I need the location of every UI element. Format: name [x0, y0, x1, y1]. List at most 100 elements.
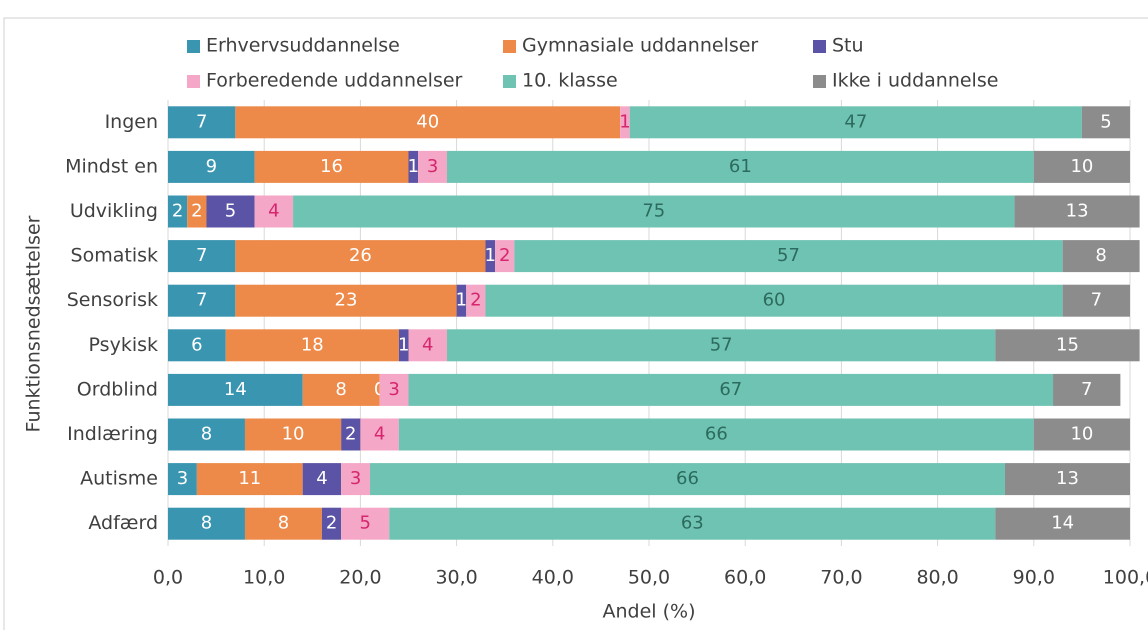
bar-segment — [398, 329, 409, 362]
bar-segment — [995, 329, 1140, 362]
data-label: 13 — [1056, 468, 1079, 489]
x-tick-label: 40,0 — [532, 567, 574, 589]
legend-swatch — [503, 75, 516, 88]
data-label: 75 — [642, 201, 665, 222]
data-label: 23 — [335, 290, 358, 311]
data-label: 1 — [456, 290, 467, 311]
bar-segment — [225, 329, 399, 362]
data-label: 7 — [196, 290, 207, 311]
bar-segment — [235, 106, 621, 139]
bar-segment — [495, 240, 515, 273]
data-label: 2 — [345, 424, 356, 445]
bar-segment — [514, 240, 1063, 273]
bar-segment — [408, 150, 419, 183]
bar-segment — [235, 240, 486, 273]
bar-segment — [168, 329, 226, 362]
data-label: 7 — [196, 245, 207, 266]
data-label: 8 — [335, 379, 346, 400]
y-tick-label: Ordblind — [77, 378, 158, 400]
bar-segment — [168, 150, 255, 183]
bar-segment — [1033, 418, 1130, 451]
bar-segment — [168, 418, 245, 451]
data-label: 8 — [278, 513, 289, 534]
data-label: 8 — [1095, 245, 1106, 266]
data-label: 63 — [681, 513, 704, 534]
legend-label: Gymnasiale uddannelser — [522, 35, 758, 57]
bar-segment — [168, 507, 245, 540]
data-label: 9 — [206, 156, 217, 177]
data-label: 14 — [224, 379, 247, 400]
data-label: 7 — [1081, 379, 1092, 400]
data-label: 7 — [1091, 290, 1102, 311]
bar-segment — [244, 418, 342, 451]
data-label: 66 — [676, 468, 699, 489]
data-label: 7 — [196, 111, 207, 132]
y-tick-label: Somatisk — [71, 245, 158, 267]
x-axis-label: Andel (%) — [603, 601, 696, 623]
bar-segment — [1004, 463, 1130, 496]
data-label: 57 — [777, 245, 800, 266]
x-tick-label: 90,0 — [1013, 567, 1055, 589]
data-label: 11 — [238, 468, 261, 489]
x-tick-label: 50,0 — [628, 567, 670, 589]
bar-segment — [485, 284, 1063, 317]
y-tick-label: Mindst en — [65, 155, 158, 177]
x-tick-label: 20,0 — [339, 567, 381, 589]
bar-segment — [254, 150, 409, 183]
bar-segment — [408, 329, 447, 362]
bar-segment — [485, 240, 496, 273]
data-label: 8 — [201, 424, 212, 445]
bar-segment — [1053, 373, 1121, 406]
data-label: 2 — [326, 513, 337, 534]
bar-segment — [389, 507, 996, 540]
y-tick-label: Ingen — [105, 111, 158, 133]
bar-segment — [168, 240, 236, 273]
x-tick-label: 60,0 — [724, 567, 766, 589]
bar-segment — [187, 195, 207, 228]
data-label: 10 — [1070, 424, 1093, 445]
data-label: 1 — [398, 334, 409, 355]
data-label: 6 — [191, 334, 202, 355]
data-label: 2 — [191, 201, 202, 222]
bar-segment — [341, 463, 371, 496]
bar-segment — [379, 373, 409, 406]
bar-segment — [466, 284, 486, 317]
bar-segment — [1014, 195, 1140, 228]
bar-segment — [370, 463, 1005, 496]
data-label: 66 — [705, 424, 728, 445]
legend-label: 10. klasse — [522, 70, 618, 92]
x-tick-label: 100,0 — [1103, 567, 1148, 589]
y-tick-label: Adfærd — [88, 512, 158, 534]
data-label: 4 — [316, 468, 327, 489]
bar-segment — [168, 106, 236, 139]
data-label: 3 — [350, 468, 361, 489]
legend-label: Stu — [832, 35, 864, 57]
x-tick-label: 80,0 — [916, 567, 958, 589]
data-label: 5 — [225, 201, 236, 222]
bar-segment — [446, 150, 1034, 183]
bar-segment — [168, 463, 197, 496]
legend-label: Forberedende uddannelser — [206, 70, 463, 92]
data-label: 26 — [349, 245, 372, 266]
bar-segment — [446, 329, 996, 362]
bar-segment — [235, 284, 457, 317]
bar-segment — [629, 106, 1082, 139]
bar-segment — [418, 150, 447, 183]
bar-segment — [206, 195, 255, 228]
legend-swatch — [187, 40, 200, 53]
data-label: 2 — [470, 290, 481, 311]
legend-swatch — [813, 75, 826, 88]
data-label: 3 — [427, 156, 438, 177]
x-tick-label: 0,0 — [153, 567, 183, 589]
data-label: 2 — [499, 245, 510, 266]
data-label: 61 — [729, 156, 752, 177]
data-label: 15 — [1056, 334, 1079, 355]
bar-segment — [196, 463, 303, 496]
y-tick-label: Udvikling — [70, 200, 158, 222]
bar-segment — [168, 195, 188, 228]
bar-segment — [360, 418, 399, 451]
y-tick-label: Sensorisk — [67, 289, 158, 311]
data-label: 57 — [710, 334, 733, 355]
x-tick-label: 10,0 — [243, 567, 285, 589]
